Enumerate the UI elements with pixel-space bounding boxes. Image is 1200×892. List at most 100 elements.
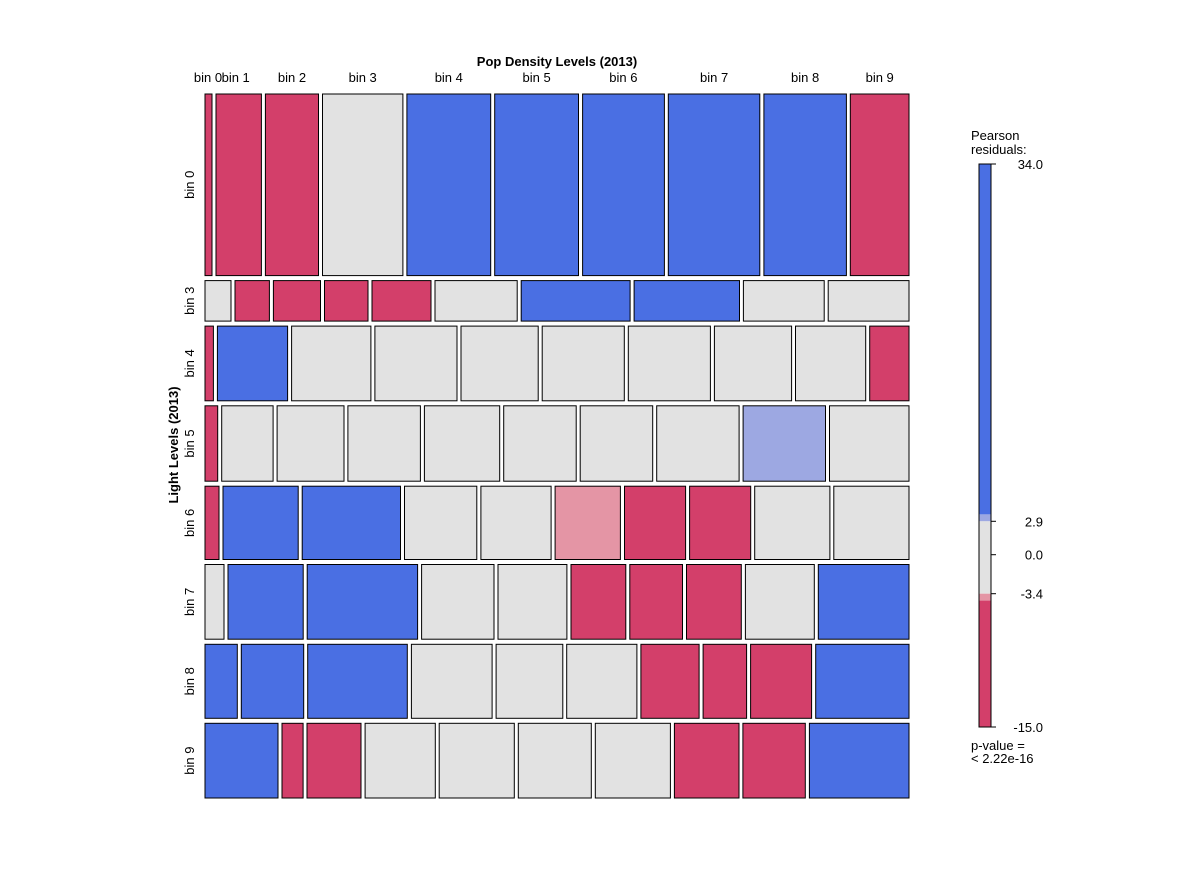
mosaic-cell-5-6 (629, 564, 683, 640)
mosaic-cell-3-6 (579, 405, 654, 482)
mosaic-cell-1-5 (434, 280, 518, 322)
legend-tick-label-1: 2.9 (1025, 514, 1043, 529)
legend-color-bar (978, 163, 992, 728)
mosaic-cell-4-8 (754, 485, 831, 561)
row-label-6: bin 8 (182, 667, 197, 695)
mosaic-cell-4-0 (204, 485, 220, 561)
column-label-1: bin 1 (222, 70, 250, 85)
mosaic-cell-4-4 (480, 485, 552, 561)
mosaic-cell-6-5 (566, 643, 638, 719)
legend-title-line2: residuals: (971, 142, 1027, 157)
legend-seg-neutral (979, 521, 991, 594)
legend-seg-pos-weak (979, 514, 991, 522)
mosaic-cell-7-6 (594, 722, 671, 799)
mosaic-cell-6-0 (204, 643, 238, 719)
mosaic-cell-2-2 (291, 325, 372, 402)
mosaic-cell-7-8 (742, 722, 806, 799)
mosaic-cell-3-3 (347, 405, 421, 482)
row-label-4: bin 6 (182, 509, 197, 537)
mosaic-cell-7-3 (364, 722, 436, 799)
mosaic-cell-7-9 (808, 722, 910, 799)
mosaic-cell-3-9 (829, 405, 910, 482)
pvalue-line2: < 2.22e-16 (971, 751, 1034, 766)
mosaic-cell-5-8 (744, 564, 815, 640)
mosaic-cell-0-5 (494, 93, 580, 277)
y-axis-title: Light Levels (2013) (166, 386, 181, 503)
legend-tick-label-4: -15.0 (1013, 720, 1043, 735)
mosaic-cell-2-8 (795, 325, 867, 402)
mosaic-cell-3-7 (656, 405, 740, 482)
legend-seg-neg-weak (979, 593, 991, 601)
mosaic-cell-5-5 (570, 564, 627, 640)
mosaic-cell-5-2 (306, 564, 419, 640)
mosaic-cell-2-1 (216, 325, 289, 402)
mosaic-cell-4-1 (222, 485, 299, 561)
mosaic-cell-4-2 (301, 485, 402, 561)
mosaic-cell-3-4 (423, 405, 501, 482)
mosaic-cell-2-7 (713, 325, 793, 402)
mosaic-cell-1-0 (204, 280, 232, 322)
mosaic-cell-0-9 (849, 93, 910, 277)
mosaic-cell-4-7 (689, 485, 752, 561)
mosaic-cell-5-4 (497, 564, 568, 640)
mosaic-cell-6-3 (410, 643, 493, 719)
mosaic-cell-5-0 (204, 564, 225, 640)
x-axis-title: Pop Density Levels (2013) (477, 54, 637, 69)
mosaic-cell-1-2 (272, 280, 321, 322)
mosaic-cell-3-5 (503, 405, 577, 482)
mosaic-cell-4-3 (404, 485, 478, 561)
legend-seg-neg-strong (979, 600, 991, 727)
legend-ticks: 34.0 2.9 0.0 -3.4 -15.0 (991, 157, 1043, 735)
mosaic-cell-7-1 (281, 722, 304, 799)
row-label-2: bin 4 (182, 349, 197, 377)
mosaic-cell-1-6 (520, 280, 631, 322)
mosaic-cell-5-9 (817, 564, 910, 640)
mosaic-cell-0-0 (204, 93, 213, 277)
row-label-1: bin 3 (182, 287, 197, 315)
mosaic-cell-7-0 (204, 722, 279, 799)
mosaic-cell-0-7 (667, 93, 761, 277)
mosaic-cell-7-7 (673, 722, 740, 799)
column-label-2: bin 2 (278, 70, 306, 85)
mosaic-cell-7-4 (438, 722, 515, 799)
legend-seg-pos-strong (979, 164, 991, 515)
legend-tick-label-3: -3.4 (1021, 587, 1043, 602)
mosaic-cell-2-0 (204, 325, 214, 402)
mosaic-cell-6-6 (640, 643, 700, 719)
mosaic-cell-4-9 (833, 485, 910, 561)
column-labels: bin 0 bin 1 bin 2 bin 3 bin 4 bin 5 bin 6 bin 7… (194, 70, 894, 85)
mosaic-cell-2-5 (541, 325, 625, 402)
legend-title-line1: Pearson (971, 128, 1019, 143)
mosaic-cell-7-2 (306, 722, 362, 799)
mosaic-cell-0-2 (264, 93, 319, 277)
mosaic-cell-1-1 (234, 280, 270, 322)
mosaic-cell-6-1 (240, 643, 305, 719)
mosaic-cell-6-7 (702, 643, 748, 719)
mosaic-cell-0-1 (215, 93, 262, 277)
pvalue-line1: p-value = (971, 738, 1025, 753)
row-label-7: bin 9 (182, 746, 197, 774)
mosaic-cell-0-8 (763, 93, 847, 277)
mosaic-cell-2-6 (627, 325, 711, 402)
mosaic-cell-5-1 (227, 564, 304, 640)
row-label-5: bin 7 (182, 588, 197, 616)
mosaic-cell-1-7 (633, 280, 740, 322)
mosaic-cell-0-4 (406, 93, 492, 277)
legend: Pearson residuals: 34.0 2.9 0.0 -3.4 -15.0 p… (971, 128, 1043, 766)
column-label-3: bin 3 (349, 70, 377, 85)
mosaic-cell-6-2 (307, 643, 408, 719)
mosaic-cell-4-6 (624, 485, 687, 561)
mosaic-cell-3-2 (276, 405, 345, 482)
mosaic-cell-4-5 (554, 485, 621, 561)
mosaic-cell-7-5 (517, 722, 592, 799)
mosaic-cell-2-4 (460, 325, 539, 402)
mosaic-cell-3-0 (204, 405, 219, 482)
column-label-8: bin 8 (791, 70, 819, 85)
mosaic-cell-2-3 (374, 325, 458, 402)
mosaic-cell-5-3 (421, 564, 495, 640)
column-label-5: bin 5 (522, 70, 550, 85)
mosaic-cell-1-4 (371, 280, 432, 322)
mosaic-cell-2-9 (869, 325, 910, 402)
mosaic-cell-0-3 (322, 93, 404, 277)
